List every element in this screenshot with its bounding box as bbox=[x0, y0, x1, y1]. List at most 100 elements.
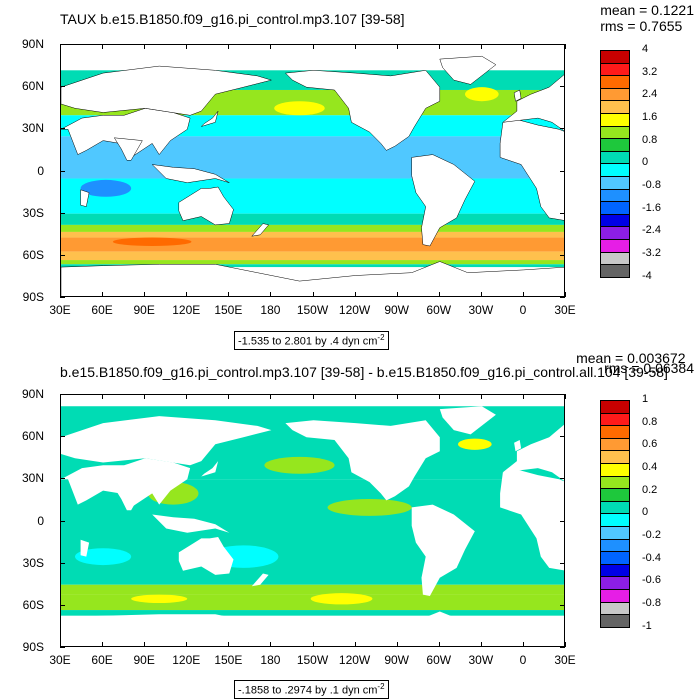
map-svg bbox=[61, 406, 564, 646]
color-level-label: -2.4 bbox=[642, 224, 661, 237]
color-level-label: 0.8 bbox=[642, 415, 658, 428]
x-tick-label: 90E bbox=[133, 653, 155, 667]
x-tick-label: 90E bbox=[133, 303, 155, 317]
y-tick-label: 30N bbox=[21, 121, 44, 136]
color-level-label: 0 bbox=[642, 506, 649, 519]
landmass-indonesia bbox=[151, 164, 230, 183]
color-swatch bbox=[600, 589, 630, 603]
color-swatch bbox=[600, 87, 630, 102]
x-tick-label: 90W bbox=[384, 303, 409, 317]
y-tick bbox=[60, 604, 65, 606]
landmass-madagascar bbox=[80, 189, 90, 207]
x-tick bbox=[565, 292, 566, 297]
y-tick-label: 30S bbox=[22, 205, 44, 220]
y-tick-label: 90S bbox=[22, 290, 44, 304]
x-tick-label: 0 bbox=[519, 653, 527, 667]
x-tick bbox=[565, 642, 566, 647]
color-level-label: -0.8 bbox=[642, 597, 661, 610]
field-extremum-7 bbox=[75, 548, 132, 566]
x-tick bbox=[480, 44, 482, 49]
landmass-new-zealand bbox=[251, 223, 270, 237]
field-extremum-1 bbox=[327, 499, 412, 516]
field-band-2 bbox=[61, 584, 564, 595]
y-tick-label: 90N bbox=[21, 37, 44, 51]
y-tick bbox=[60, 478, 65, 480]
color-swatch bbox=[600, 437, 630, 452]
landmass-europe-east bbox=[502, 74, 564, 132]
y-tick-label: 60N bbox=[21, 429, 44, 444]
y-tick bbox=[60, 128, 65, 130]
y-tick bbox=[560, 254, 565, 256]
color-swatch bbox=[600, 75, 630, 89]
x-tick-label: 60E bbox=[91, 303, 113, 317]
rms-value: rms = 0.06384 bbox=[604, 360, 694, 376]
y-tick bbox=[560, 128, 565, 130]
field-extremum-2 bbox=[80, 179, 132, 197]
x-tick bbox=[438, 394, 440, 399]
x-tick bbox=[60, 394, 61, 399]
field-extremum-1 bbox=[465, 87, 499, 102]
x-tick bbox=[312, 292, 314, 297]
x-tick bbox=[565, 394, 566, 399]
landmass-madagascar bbox=[80, 539, 90, 557]
color-swatch bbox=[600, 188, 630, 203]
x-tick bbox=[438, 642, 440, 647]
x-tick bbox=[396, 292, 398, 297]
landmass-europe-east bbox=[502, 424, 564, 481]
x-tick bbox=[480, 642, 482, 647]
landmass-north-america bbox=[284, 70, 441, 151]
x-tick-label: 150W bbox=[296, 303, 329, 317]
x-tick-label: 150W bbox=[296, 653, 329, 667]
color-swatch bbox=[600, 563, 630, 578]
landmass-greenland bbox=[439, 55, 497, 85]
field-band-11 bbox=[61, 264, 564, 268]
color-level-label: 0 bbox=[642, 156, 649, 169]
color-swatch bbox=[600, 538, 630, 553]
y-tick-label: 90N bbox=[21, 387, 44, 401]
color-swatch bbox=[600, 113, 630, 127]
y-tick bbox=[560, 297, 565, 298]
color-swatch bbox=[600, 488, 630, 502]
landmass-europe-asia-west bbox=[61, 458, 191, 508]
color-level-label: 1 bbox=[642, 393, 649, 405]
color-swatch bbox=[600, 551, 630, 565]
x-tick-label: 30W bbox=[468, 653, 494, 667]
color-swatch bbox=[600, 500, 630, 515]
x-tick bbox=[396, 642, 398, 647]
color-level-label: 0.6 bbox=[642, 438, 658, 451]
x-tick bbox=[480, 292, 482, 297]
field-band-10 bbox=[61, 260, 564, 265]
x-tick bbox=[522, 394, 524, 399]
x-tick bbox=[354, 292, 356, 297]
color-swatch bbox=[600, 163, 630, 177]
x-tick bbox=[228, 642, 230, 647]
field-extremum-3 bbox=[112, 237, 192, 246]
panel-difference: b.e15.B1850.f09_g16.pi_control.mp3.107 [… bbox=[0, 350, 700, 700]
mean-value: mean = 0.1221 bbox=[600, 2, 694, 18]
x-tick bbox=[270, 642, 272, 647]
color-swatch bbox=[600, 450, 630, 464]
x-tick bbox=[144, 292, 146, 297]
y-tick bbox=[60, 394, 65, 395]
y-tick-label: 30N bbox=[21, 471, 44, 486]
stats-block: mean = 0.003672 rms = 0.06384 bbox=[576, 350, 694, 376]
x-tick bbox=[522, 642, 524, 647]
x-tick bbox=[144, 394, 146, 399]
y-tick bbox=[560, 647, 565, 648]
mean-value: mean = 0.003672 bbox=[576, 350, 686, 366]
y-tick bbox=[60, 520, 65, 522]
field-band-4 bbox=[61, 610, 564, 616]
x-tick bbox=[60, 292, 61, 297]
y-tick bbox=[60, 86, 65, 88]
landmass-south-america bbox=[411, 504, 475, 596]
map-plot bbox=[60, 44, 565, 297]
map-svg bbox=[61, 55, 564, 296]
y-tick bbox=[60, 44, 65, 45]
x-tick bbox=[396, 44, 398, 49]
color-swatch bbox=[600, 62, 630, 77]
x-tick bbox=[102, 642, 104, 647]
x-tick bbox=[354, 642, 356, 647]
x-tick bbox=[354, 44, 356, 49]
contour-info-text: -1.535 to 2.801 by .4 dyn cm bbox=[238, 335, 378, 348]
map-plot bbox=[60, 394, 565, 647]
